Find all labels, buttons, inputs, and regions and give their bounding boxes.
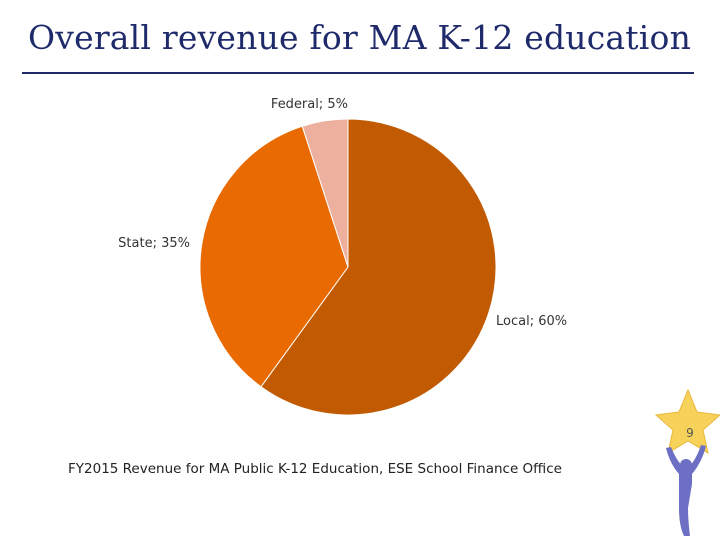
star-figure-logo	[654, 388, 720, 536]
pie-labels: Local; 60% State; 35% Federal; 5%	[118, 97, 567, 329]
pie-label-state: State; 35%	[118, 236, 190, 251]
pie-label-federal: Federal; 5%	[271, 97, 348, 112]
pie-slices	[199, 118, 497, 416]
slide-number: 9	[686, 426, 694, 440]
person-icon	[666, 445, 706, 536]
pie-slice-federal	[301, 118, 349, 268]
slide-title: Overall revenue for MA K-12 education	[28, 18, 692, 57]
pie-slice-local	[260, 118, 497, 416]
pie-slice-state	[199, 125, 349, 388]
pie-label-local: Local; 60%	[496, 314, 567, 329]
chart-caption: FY2015 Revenue for MA Public K-12 Educat…	[68, 461, 562, 477]
star-icon	[654, 388, 720, 455]
title-divider	[22, 72, 694, 74]
